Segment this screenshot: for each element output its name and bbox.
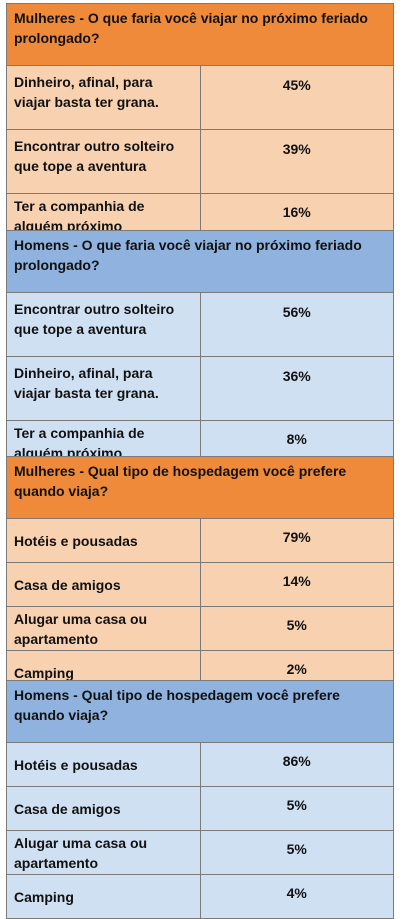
row-value: 4% [199, 874, 394, 919]
row-label: Hotéis e pousadas [6, 742, 201, 787]
row-value: 5% [199, 786, 394, 831]
row-value: 56% [199, 292, 394, 357]
table-header-row: Homens - Qual tipo de hospedagem você pr… [6, 680, 394, 743]
table-row: Casa de amigos 14% [6, 562, 394, 607]
row-value: 45% [199, 65, 394, 130]
table-row: Casa de amigos 5% [6, 786, 394, 831]
men-lodging-preference-table: Homens - Qual tipo de hospedagem você pr… [6, 680, 394, 919]
table-header-row: Mulheres - O que faria você viajar no pr… [6, 3, 394, 66]
row-label: Dinheiro, afinal, para viajar basta ter … [6, 356, 201, 421]
men-travel-motivation-table: Homens - O que faria você viajar no próx… [6, 230, 394, 465]
table-title: Homens - O que faria você viajar no próx… [6, 230, 394, 293]
row-value: 5% [199, 606, 394, 651]
table-row: Hotéis e pousadas 79% [6, 518, 394, 563]
table-title: Homens - Qual tipo de hospedagem você pr… [6, 680, 394, 743]
table-row: Alugar uma casa ou apartamento 5% [6, 830, 394, 875]
row-value: 14% [199, 562, 394, 607]
row-label: Casa de amigos [6, 786, 201, 831]
table-row: Encontrar outro solteiro que tope a aven… [6, 292, 394, 357]
row-label: Encontrar outro solteiro que tope a aven… [6, 129, 201, 194]
row-label: Camping [6, 874, 201, 919]
row-label: Encontrar outro solteiro que tope a aven… [6, 292, 201, 357]
table-row: Camping 4% [6, 874, 394, 919]
table-header-row: Homens - O que faria você viajar no próx… [6, 230, 394, 293]
row-label: Dinheiro, afinal, para viajar basta ter … [6, 65, 201, 130]
row-value: 36% [199, 356, 394, 421]
table-title: Mulheres - O que faria você viajar no pr… [6, 3, 394, 66]
row-label: Casa de amigos [6, 562, 201, 607]
row-value: 86% [199, 742, 394, 787]
table-row: Dinheiro, afinal, para viajar basta ter … [6, 65, 394, 130]
row-value: 39% [199, 129, 394, 194]
row-label: Hotéis e pousadas [6, 518, 201, 563]
women-lodging-preference-table: Mulheres - Qual tipo de hospedagem você … [6, 456, 394, 695]
women-travel-motivation-table: Mulheres - O que faria você viajar no pr… [6, 3, 394, 238]
row-label: Alugar uma casa ou apartamento [6, 606, 201, 651]
table-header-row: Mulheres - Qual tipo de hospedagem você … [6, 456, 394, 519]
row-value: 5% [199, 830, 394, 875]
table-row: Hotéis e pousadas 86% [6, 742, 394, 787]
row-value: 79% [199, 518, 394, 563]
table-row: Encontrar outro solteiro que tope a aven… [6, 129, 394, 194]
table-row: Dinheiro, afinal, para viajar basta ter … [6, 356, 394, 421]
table-row: Alugar uma casa ou apartamento 5% [6, 606, 394, 651]
row-label: Alugar uma casa ou apartamento [6, 830, 201, 875]
table-title: Mulheres - Qual tipo de hospedagem você … [6, 456, 394, 519]
